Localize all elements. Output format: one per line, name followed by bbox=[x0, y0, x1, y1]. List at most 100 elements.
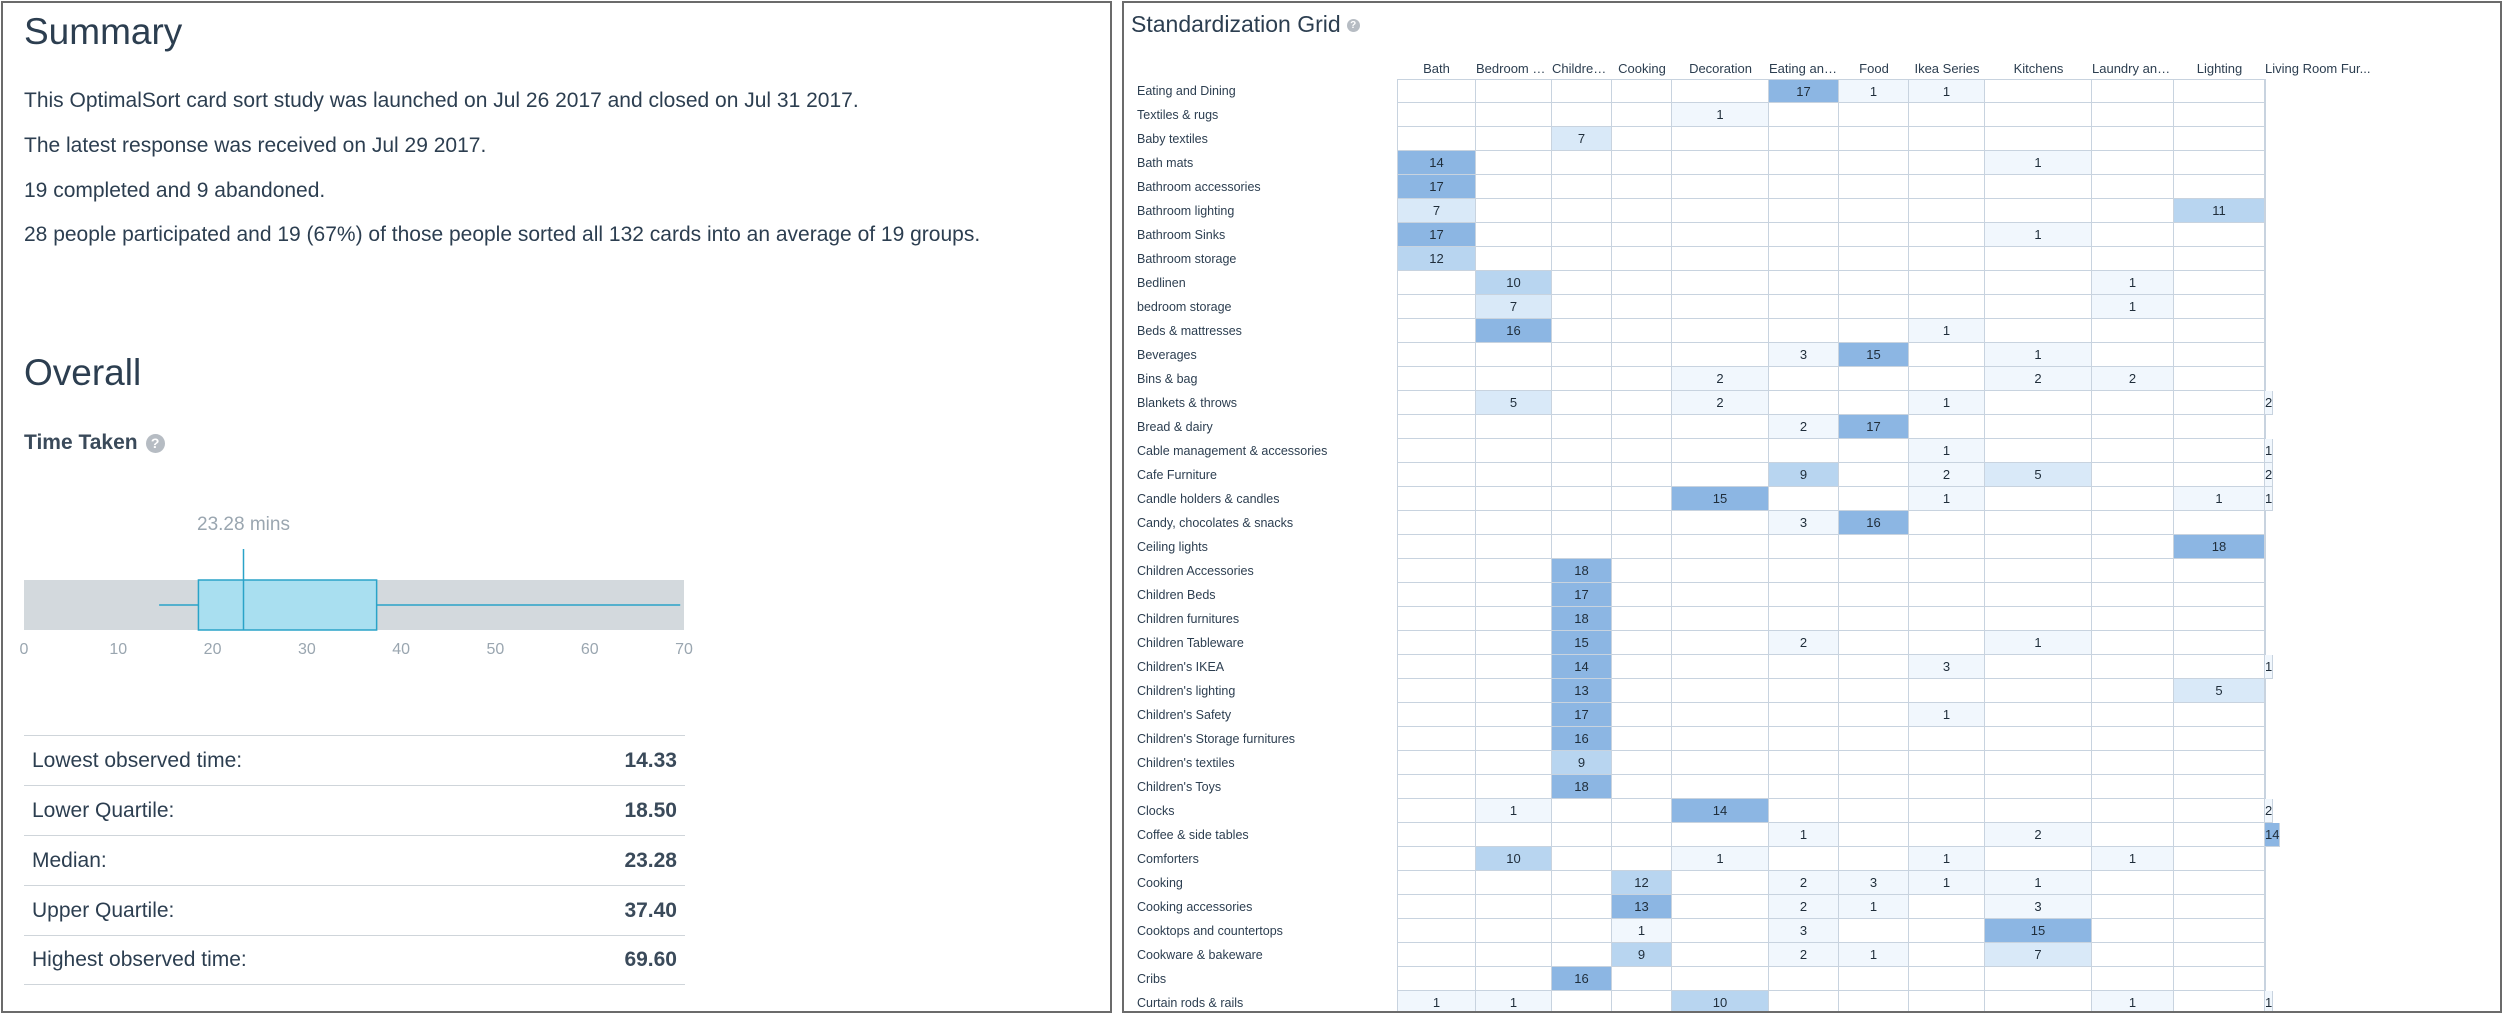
overview-panel: Summary This OptimalSort card sort study… bbox=[1, 1, 1112, 1013]
grid-cell bbox=[1769, 775, 1839, 799]
grid-cell bbox=[1612, 991, 1672, 1011]
help-icon[interactable]: ? bbox=[1346, 19, 1360, 33]
grid-cell: 1 bbox=[1909, 487, 1985, 511]
grid-cell: 1 bbox=[1839, 79, 1909, 103]
grid-cell bbox=[1769, 199, 1839, 223]
grid-cell bbox=[1397, 919, 1476, 943]
grid-cell: 1 bbox=[1612, 919, 1672, 943]
grid-cell bbox=[1397, 559, 1476, 583]
grid-row-label: Comforters bbox=[1137, 852, 1199, 866]
grid-cell bbox=[2265, 247, 2266, 271]
grid-cell: 1 bbox=[1985, 631, 2092, 655]
grid-cell bbox=[1476, 943, 1552, 967]
boxplot-tick-label: 10 bbox=[109, 641, 127, 658]
grid-cell bbox=[1839, 247, 1909, 271]
grid-cell bbox=[2265, 559, 2266, 583]
grid-cell: 2 bbox=[1769, 415, 1839, 439]
grid-cell: 5 bbox=[1476, 391, 1552, 415]
grid-cell: 13 bbox=[1612, 895, 1672, 919]
grid-cell bbox=[1552, 343, 1612, 367]
grid-cell: 3 bbox=[1769, 343, 1839, 367]
grid-cell bbox=[2265, 631, 2266, 655]
grid-cell bbox=[2174, 943, 2265, 967]
grid-cell bbox=[1985, 103, 2092, 127]
grid-cell: 7 bbox=[1552, 127, 1612, 151]
grid-cell bbox=[2265, 343, 2266, 367]
grid-cell: 2 bbox=[1985, 367, 2092, 391]
grid-cell: 9 bbox=[1552, 751, 1612, 775]
grid-row-label: Children Beds bbox=[1137, 588, 1216, 602]
grid-cell bbox=[1839, 583, 1909, 607]
grid-cell bbox=[1612, 367, 1672, 391]
grid-cell bbox=[1552, 511, 1612, 535]
boxplot-tick-label: 50 bbox=[487, 641, 505, 658]
grid-cell bbox=[1909, 271, 1985, 295]
grid-cell bbox=[2092, 439, 2174, 463]
grid-cell bbox=[1839, 127, 1909, 151]
grid-column-header: Children's IKEA bbox=[1552, 61, 1612, 76]
grid-cell bbox=[1552, 487, 1612, 511]
grid-row-label: Cable management & accessories bbox=[1137, 444, 1328, 458]
grid-cell bbox=[2092, 79, 2174, 103]
grid-cell bbox=[1672, 823, 1769, 847]
grid-cell bbox=[1476, 559, 1552, 583]
grid-cell bbox=[1839, 103, 1909, 127]
boxplot-tick-label: 20 bbox=[204, 641, 222, 658]
grid-column-header: Bath bbox=[1423, 61, 1450, 76]
grid-cell bbox=[1612, 799, 1672, 823]
grid-cell bbox=[1769, 607, 1839, 631]
grid-cell bbox=[1397, 439, 1476, 463]
grid-cell bbox=[1552, 367, 1612, 391]
grid-cell bbox=[1476, 967, 1552, 991]
grid-cell bbox=[2265, 103, 2266, 127]
grid-cell bbox=[1769, 247, 1839, 271]
grid-cell bbox=[1909, 799, 1985, 823]
grid-cell: 3 bbox=[1985, 895, 2092, 919]
grid-cell bbox=[1839, 319, 1909, 343]
grid-cell bbox=[1909, 751, 1985, 775]
grid-cell bbox=[2092, 871, 2174, 895]
grid-cell: 15 bbox=[1985, 919, 2092, 943]
help-icon[interactable]: ? bbox=[145, 433, 165, 453]
grid-row-label: Bathroom lighting bbox=[1137, 204, 1235, 218]
grid-column-header: Laundry and Clo... bbox=[2092, 61, 2174, 76]
grid-cell bbox=[2092, 751, 2174, 775]
grid-cell bbox=[2092, 487, 2174, 511]
grid-cell bbox=[1612, 343, 1672, 367]
grid-cell: 1 bbox=[2265, 439, 2274, 463]
stat-label: Lowest observed time: bbox=[32, 748, 243, 772]
grid-cell: 18 bbox=[2174, 535, 2265, 559]
grid-cell bbox=[2265, 703, 2266, 727]
grid-cell bbox=[1672, 271, 1769, 295]
grid-cell bbox=[1552, 823, 1612, 847]
grid-cell: 16 bbox=[1552, 967, 1612, 991]
grid-cell bbox=[1672, 127, 1769, 151]
grid-cell bbox=[2174, 463, 2265, 487]
grid-cell bbox=[1672, 871, 1769, 895]
grid-cell bbox=[1769, 175, 1839, 199]
grid-cell: 15 bbox=[1552, 631, 1612, 655]
grid-cell bbox=[1552, 919, 1612, 943]
grid-cell bbox=[1612, 535, 1672, 559]
grid-cell bbox=[2265, 895, 2266, 919]
grid-cell bbox=[1612, 607, 1672, 631]
grid-cell bbox=[1672, 535, 1769, 559]
grid-row-label: Bathroom storage bbox=[1137, 252, 1237, 266]
stat-label: Lower Quartile: bbox=[32, 798, 175, 822]
grid-cell bbox=[1672, 79, 1769, 103]
grid-cell bbox=[2092, 247, 2174, 271]
grid-heading: Standardization Grid? bbox=[1131, 11, 1360, 38]
grid-cell: 1 bbox=[2092, 295, 2174, 319]
grid-row-label: Clocks bbox=[1137, 804, 1175, 818]
grid-cell bbox=[1476, 607, 1552, 631]
grid-cell bbox=[1672, 559, 1769, 583]
grid-cell bbox=[1552, 151, 1612, 175]
grid-row-label: Cooking accessories bbox=[1137, 900, 1253, 914]
grid-cell bbox=[1839, 151, 1909, 175]
grid-cell bbox=[1552, 415, 1612, 439]
grid-cell bbox=[2092, 607, 2174, 631]
boxplot-tick-label: 70 bbox=[675, 641, 693, 658]
grid-cell bbox=[2092, 103, 2174, 127]
grid-cell bbox=[1612, 559, 1672, 583]
grid-cell bbox=[2265, 535, 2266, 559]
